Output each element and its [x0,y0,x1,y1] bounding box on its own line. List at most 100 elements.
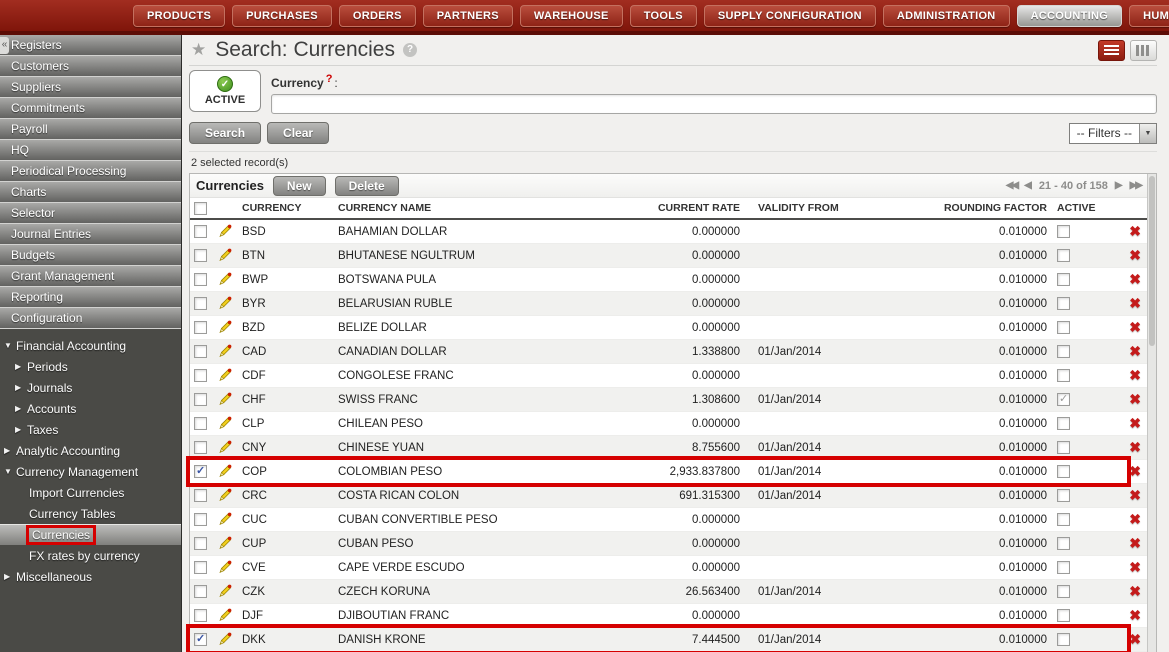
delete-row-icon[interactable]: ✖ [1129,223,1141,239]
nav-tab[interactable]: ACCOUNTING [1017,5,1123,27]
sidebar-tree-item[interactable]: ▶ Periods [0,356,181,377]
row-select-checkbox[interactable] [194,417,207,430]
active-checkbox[interactable] [1057,225,1070,238]
grid-view-icon[interactable] [1130,40,1157,61]
scrollbar-thumb[interactable] [1149,176,1155,346]
row-select-checkbox[interactable] [194,321,207,334]
edit-pencil-icon[interactable] [218,415,233,430]
active-checkbox[interactable] [1057,489,1070,502]
delete-row-icon[interactable]: ✖ [1129,391,1141,407]
sidebar-tree-item[interactable]: ▶ Miscellaneous [0,566,181,587]
edit-pencil-icon[interactable] [218,367,233,382]
row-select-checkbox[interactable] [194,561,207,574]
delete-row-icon[interactable]: ✖ [1129,415,1141,431]
sidebar-tree-item[interactable]: FX rates by currency [0,545,181,566]
edit-pencil-icon[interactable] [218,439,233,454]
row-select-checkbox[interactable] [194,537,207,550]
delete-row-icon[interactable]: ✖ [1129,463,1141,479]
row-select-checkbox[interactable] [194,609,207,622]
sidebar-tree-item[interactable]: ▼ Currency Management [0,461,181,482]
sidebar-item[interactable]: HQ [0,140,181,161]
active-checkbox[interactable] [1057,633,1070,646]
tree-toggle-icon[interactable]: ▶ [4,446,16,455]
nav-tab[interactable]: ORDERS [339,5,416,27]
pagination-prev-icon[interactable]: ◀ [1024,180,1032,191]
delete-row-icon[interactable]: ✖ [1129,271,1141,287]
active-checkbox[interactable] [1057,441,1070,454]
edit-pencil-icon[interactable] [218,607,233,622]
tree-toggle-icon[interactable]: ▶ [15,362,27,371]
active-checkbox[interactable] [1057,273,1070,286]
nav-tab[interactable]: WAREHOUSE [520,5,623,27]
tree-toggle-icon[interactable]: ▶ [4,572,16,581]
active-checkbox[interactable] [1057,369,1070,382]
sidebar-tree-item[interactable]: ▼ Financial Accounting [0,335,181,356]
edit-pencil-icon[interactable] [218,247,233,262]
row-select-checkbox[interactable] [194,585,207,598]
sidebar-item[interactable]: Periodical Processing [0,161,181,182]
sidebar-item[interactable]: Journal Entries [0,224,181,245]
pagination-next-icon[interactable]: ▶ [1115,180,1123,191]
delete-row-icon[interactable]: ✖ [1129,631,1141,647]
sidebar-item[interactable]: Configuration [0,308,181,329]
sidebar-item[interactable]: Budgets [0,245,181,266]
active-checkbox[interactable] [1057,465,1070,478]
search-button[interactable]: Search [189,122,261,144]
column-header-currency-name[interactable]: CURRENCY NAME [338,202,648,214]
delete-row-icon[interactable]: ✖ [1129,511,1141,527]
sidebar-item[interactable]: Reporting [0,287,181,308]
row-select-checkbox[interactable] [194,465,207,478]
edit-pencil-icon[interactable] [218,559,233,574]
row-select-checkbox[interactable] [194,393,207,406]
row-select-checkbox[interactable] [194,489,207,502]
nav-tab[interactable]: TOOLS [630,5,697,27]
sidebar-tree-item[interactable]: ▶ Accounts [0,398,181,419]
edit-pencil-icon[interactable] [218,343,233,358]
edit-pencil-icon[interactable] [218,511,233,526]
delete-button[interactable]: Delete [335,176,399,196]
tree-toggle-icon[interactable]: ▼ [4,467,16,476]
active-checkbox[interactable] [1057,585,1070,598]
column-header-currency[interactable]: CURRENCY [242,202,338,214]
favorite-star-icon[interactable]: ★ [191,40,206,60]
currency-help-icon[interactable]: ? [326,73,333,85]
row-select-checkbox[interactable] [194,369,207,382]
delete-row-icon[interactable]: ✖ [1129,535,1141,551]
delete-row-icon[interactable]: ✖ [1129,607,1141,623]
edit-pencil-icon[interactable] [218,487,233,502]
delete-row-icon[interactable]: ✖ [1129,487,1141,503]
row-select-checkbox[interactable] [194,225,207,238]
tree-toggle-icon[interactable]: ▶ [15,425,27,434]
nav-tab[interactable]: ADMINISTRATION [883,5,1010,27]
sidebar-item[interactable]: Customers [0,56,181,77]
edit-pencil-icon[interactable] [218,583,233,598]
row-select-checkbox[interactable] [194,513,207,526]
sidebar-item[interactable]: Suppliers [0,77,181,98]
currency-search-input[interactable] [271,94,1157,114]
nav-tab[interactable]: PURCHASES [232,5,332,27]
delete-row-icon[interactable]: ✖ [1129,319,1141,335]
row-select-checkbox[interactable] [194,633,207,646]
edit-pencil-icon[interactable] [218,319,233,334]
row-select-checkbox[interactable] [194,345,207,358]
nav-tab[interactable]: PARTNERS [423,5,513,27]
tree-toggle-icon[interactable]: ▶ [15,404,27,413]
tree-toggle-icon[interactable]: ▶ [15,383,27,392]
sidebar-tree-item[interactable]: ▶ Taxes [0,419,181,440]
nav-tab[interactable]: PRODUCTS [133,5,225,27]
sidebar-item[interactable]: Grant Management [0,266,181,287]
edit-pencil-icon[interactable] [218,535,233,550]
active-filter-button[interactable]: ✓ ACTIVE [189,70,261,112]
sidebar-item[interactable]: Payroll [0,119,181,140]
edit-pencil-icon[interactable] [218,271,233,286]
edit-pencil-icon[interactable] [218,631,233,646]
column-header-validity-from[interactable]: VALIDITY FROM [740,202,905,214]
delete-row-icon[interactable]: ✖ [1129,295,1141,311]
edit-pencil-icon[interactable] [218,391,233,406]
delete-row-icon[interactable]: ✖ [1129,439,1141,455]
active-checkbox[interactable] [1057,417,1070,430]
active-checkbox[interactable] [1057,513,1070,526]
active-checkbox[interactable] [1057,537,1070,550]
active-checkbox[interactable] [1057,321,1070,334]
delete-row-icon[interactable]: ✖ [1129,343,1141,359]
